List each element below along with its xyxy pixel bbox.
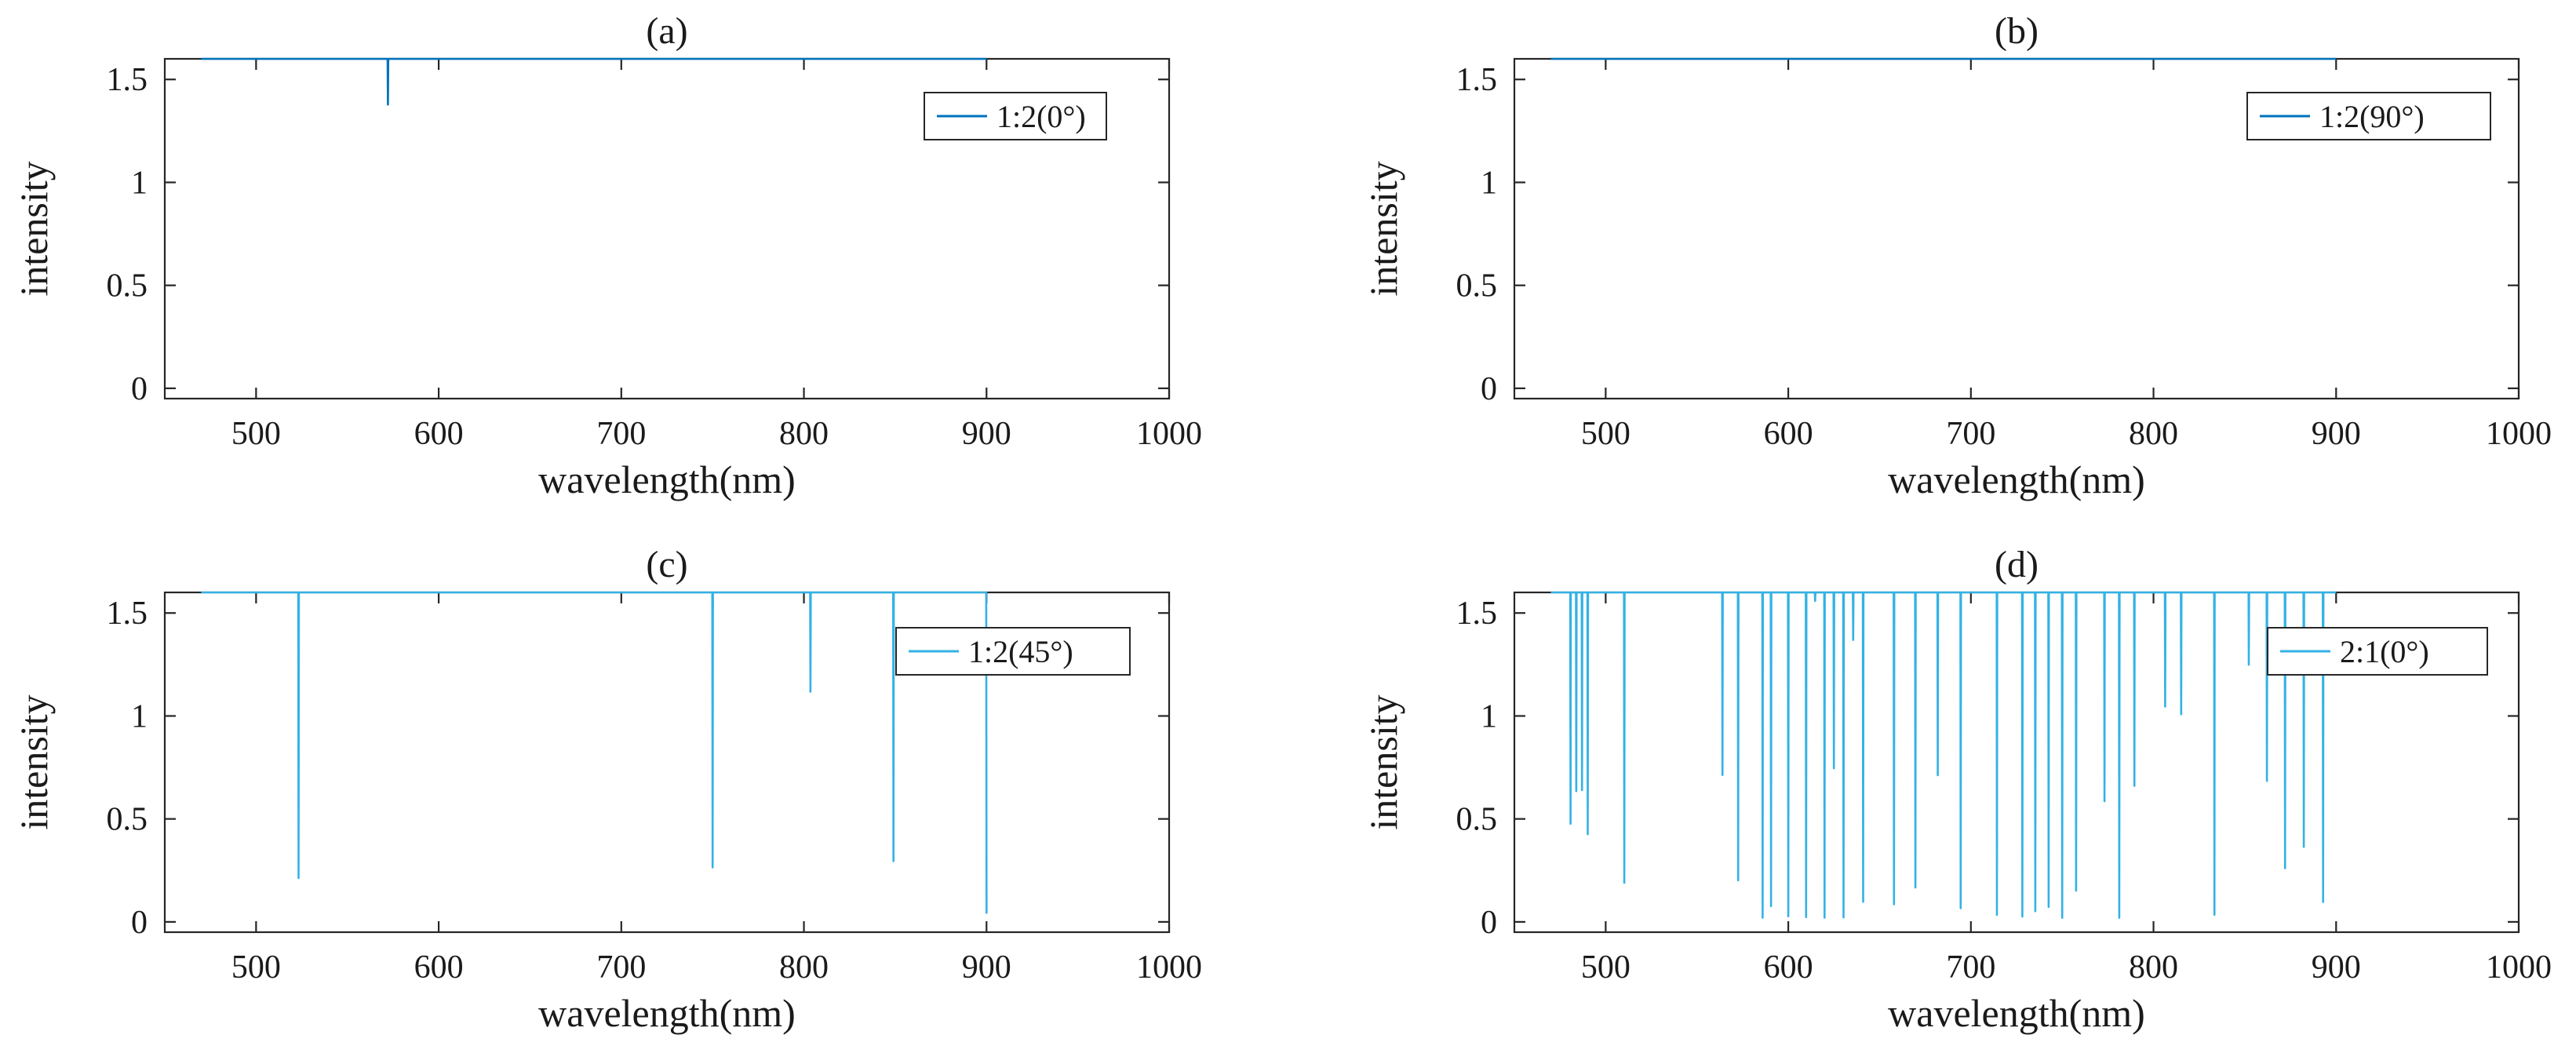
y-tick-label: 1 (1481, 698, 1497, 734)
y-tick-label: 1.5 (107, 596, 148, 632)
x-tick-label: 700 (1946, 949, 1995, 986)
y-tick-label: 0 (1481, 371, 1497, 407)
y-tick-label: 0.5 (107, 802, 148, 838)
x-tick-label: 500 (231, 949, 281, 986)
y-tick-label: 0 (131, 905, 148, 941)
y-axis-label: intensity (1361, 161, 1405, 296)
y-tick-label: 0.5 (107, 268, 148, 304)
series-line (1550, 591, 2337, 919)
subplot-title: (c) (646, 544, 687, 585)
series-line (200, 57, 988, 106)
legend-label: 2:1(0°) (2340, 634, 2429, 669)
y-tick-label: 1.5 (1456, 596, 1498, 632)
y-tick-label: 1.5 (107, 62, 148, 98)
x-tick-label: 700 (596, 949, 646, 986)
y-tick-label: 0 (131, 371, 148, 407)
x-axis-label: wavelength(nm) (1888, 457, 2145, 501)
x-axis-label: wavelength(nm) (1888, 991, 2145, 1035)
y-tick-label: 0.5 (1456, 268, 1498, 304)
x-tick-label: 600 (1764, 949, 1813, 986)
x-tick-label: 800 (2129, 416, 2178, 452)
legend-label: 1:2(45°) (968, 634, 1073, 669)
subplot-a: 500 600 700 800 900 1000 0 0.5 1 1.5 (a) wavelength… (12, 10, 1202, 501)
x-tick-label: 600 (414, 949, 464, 986)
x-tick-label: 900 (2312, 416, 2361, 452)
x-tick-label: 900 (962, 416, 1011, 452)
y-axis-label: intensity (12, 694, 56, 829)
x-tick-label: 500 (1581, 949, 1630, 986)
x-tick-label: 800 (2129, 949, 2178, 986)
y-tick-label: 0.5 (1456, 802, 1498, 838)
subplot-b: 500 600 700 800 900 1000 0 0.5 1 1.5 (b) wavelength… (1361, 10, 2552, 501)
y-tick-label: 1.5 (1456, 62, 1498, 98)
x-tick-label: 1000 (1136, 949, 1202, 986)
y-axis-label: intensity (12, 161, 56, 296)
y-tick-label: 1 (131, 165, 148, 201)
subplot-c: 500 600 700 800 900 1000 0 0.5 1 1.5 (c) wavelength… (12, 544, 1202, 1035)
legend-label: 1:2(0°) (997, 99, 1086, 134)
x-tick-label: 600 (414, 416, 464, 452)
x-tick-label: 800 (779, 949, 829, 986)
y-tick-label: 1 (1481, 165, 1497, 201)
subplot-title: (b) (1995, 10, 2039, 52)
x-tick-label: 800 (779, 416, 829, 452)
y-axis-label: intensity (1361, 694, 1405, 829)
subplot-title: (d) (1995, 544, 2039, 585)
subplot-title: (a) (646, 10, 687, 52)
x-tick-label: 900 (962, 949, 1011, 986)
x-tick-label: 600 (1764, 416, 1813, 452)
x-tick-label: 500 (231, 416, 281, 452)
x-tick-label: 700 (1946, 416, 1995, 452)
y-tick-label: 0 (1481, 905, 1497, 941)
x-tick-label: 1000 (1136, 416, 1202, 452)
x-axis-label: wavelength(nm) (538, 457, 796, 501)
y-tick-label: 1 (131, 698, 148, 734)
x-tick-label: 1000 (2486, 949, 2552, 986)
series-line (200, 591, 988, 914)
x-axis-label: wavelength(nm) (538, 991, 796, 1035)
x-tick-label: 900 (2312, 949, 2361, 986)
x-tick-label: 700 (596, 416, 646, 452)
subplot-d: 500 600 700 800 900 1000 0 0.5 1 1.5 (d) wavelength… (1361, 544, 2552, 1035)
x-tick-label: 500 (1581, 416, 1630, 452)
legend-label: 1:2(90°) (2319, 99, 2425, 134)
x-tick-label: 1000 (2486, 416, 2552, 452)
